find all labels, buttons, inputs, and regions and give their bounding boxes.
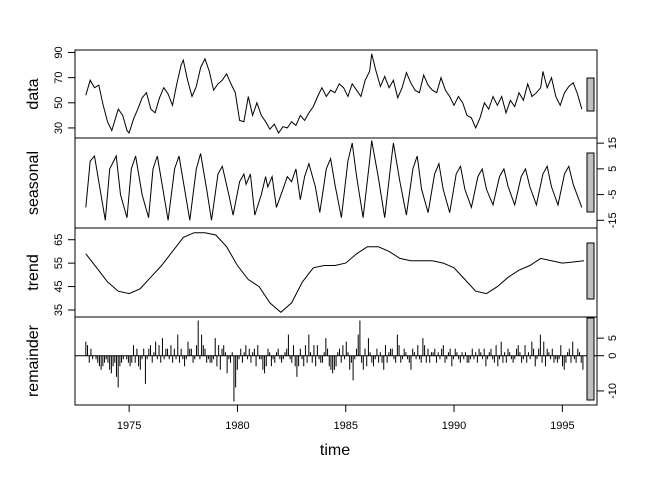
- panel-seasonal: seasonal -15 -5 5 15: [25, 137, 619, 229]
- data-y-tick-label: 30: [53, 122, 65, 134]
- x-tick-label: 1995: [550, 420, 574, 432]
- x-tick-label: 1990: [442, 420, 466, 432]
- remainder-panel-label: remainder: [25, 324, 42, 397]
- panel-remainder: remainder -10 0 5: [25, 316, 619, 406]
- panel-trend: trend 35 45 55 65: [25, 227, 598, 318]
- trend-range-bar: [586, 242, 595, 300]
- x-tick-label: 1985: [334, 420, 358, 432]
- x-axis: 1975 1980 1985 1990 1995: [117, 405, 575, 432]
- trend-y-tick-label: 45: [53, 280, 65, 292]
- panel-data: data 30 50 70 90: [25, 46, 598, 139]
- x-tick-label: 1975: [117, 420, 141, 432]
- seasonal-y-tick-label-right: -5: [607, 190, 619, 200]
- seasonal-y-tick-label-right: 15: [607, 137, 619, 149]
- x-tick-label: 1980: [225, 420, 249, 432]
- data-series-line: [85, 53, 583, 135]
- trend-y-tick-label: 55: [53, 257, 65, 269]
- seasonal-range-bar: [586, 152, 595, 213]
- remainder-y-tick-label-right: 0: [607, 353, 619, 359]
- seasonal-y-tick-label-right: -15: [607, 212, 619, 228]
- data-range-bar: [586, 77, 595, 112]
- data-y-tick-label: 70: [53, 72, 65, 84]
- seasonal-y-tick-label-right: 5: [607, 166, 619, 172]
- x-axis-label: time: [320, 442, 350, 459]
- seasonal-series-line: [85, 140, 583, 221]
- trend-panel-label: trend: [25, 254, 42, 290]
- remainder-y-tick-label-right: 5: [607, 335, 619, 341]
- trend-y-tick-label: 35: [53, 304, 65, 316]
- trend-y-tick-label: 65: [53, 234, 65, 246]
- trend-panel-border: [74, 227, 598, 318]
- data-panel-label: data: [25, 78, 42, 109]
- trend-series-line: [85, 232, 585, 313]
- remainder-y-tick-label-right: -10: [607, 383, 619, 399]
- seasonal-panel-border: [74, 137, 598, 229]
- remainder-panel-border: [74, 316, 598, 406]
- remainder-range-bar: [586, 317, 595, 401]
- data-y-tick-label: 50: [53, 97, 65, 109]
- panels: data30507090seasonal-15-5515trend3545556…: [25, 46, 619, 406]
- data-y-tick-label: 90: [53, 46, 65, 58]
- seasonal-panel-label: seasonal: [25, 151, 42, 215]
